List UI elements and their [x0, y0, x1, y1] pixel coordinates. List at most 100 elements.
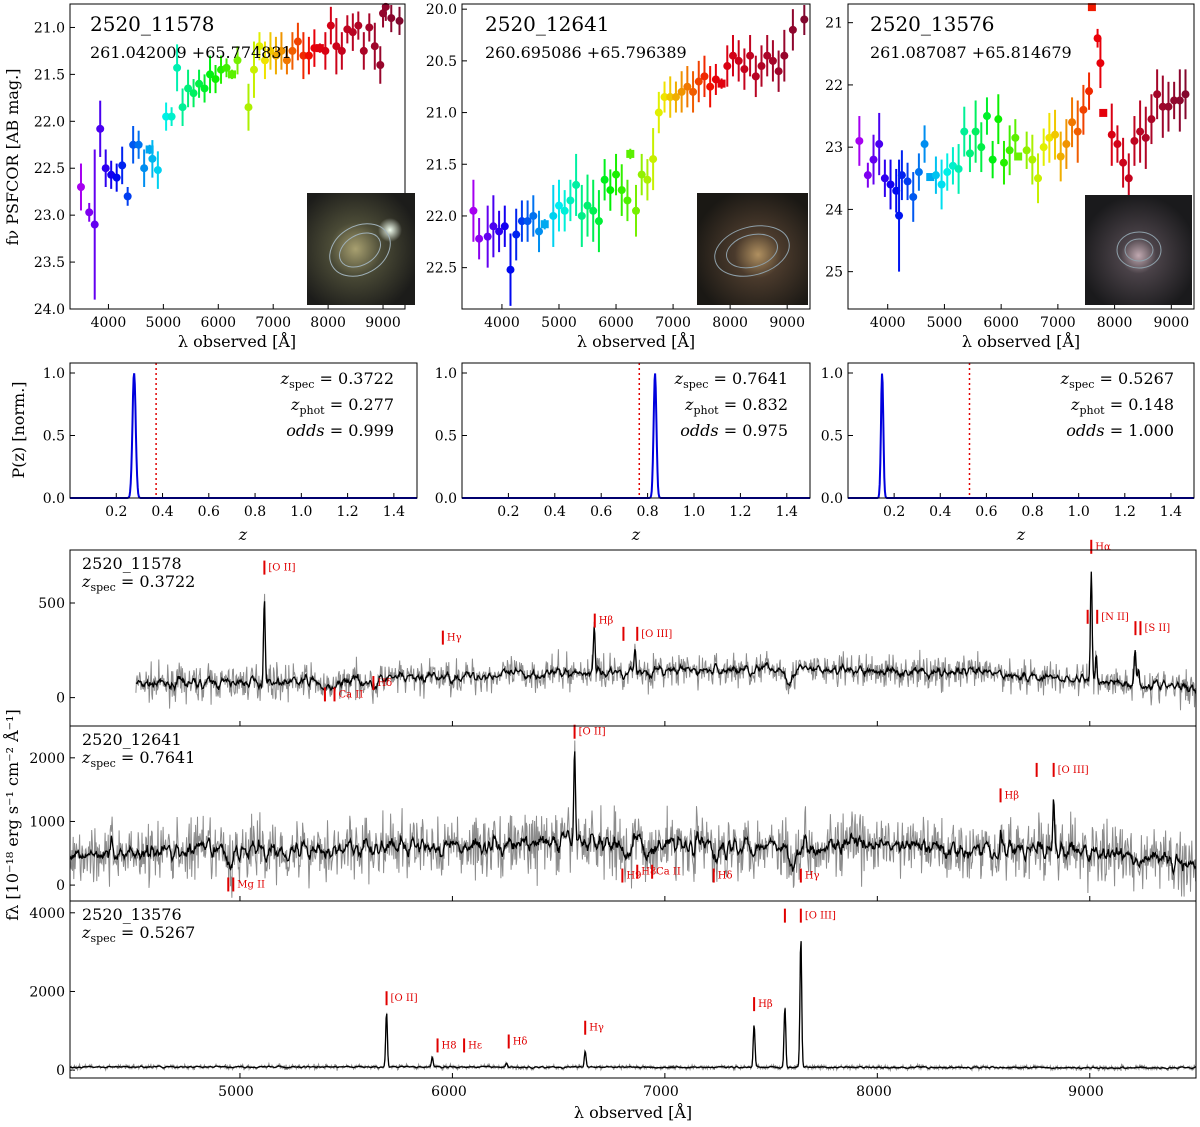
sed-1-id: 2520_11578 — [90, 12, 215, 36]
pz-3-xtick-label: 1.2 — [1114, 504, 1136, 520]
sed-1-xtick-label: 6000 — [200, 315, 236, 331]
sed-panel-2: 4000 5000 6000 7000 8000 9000 20.0 20.5 21.0 21.5… — [426, 2, 811, 351]
pz-3-ytick-label: 0.0 — [821, 491, 843, 507]
sed-point — [734, 56, 743, 65]
sed-point — [506, 265, 515, 274]
sed-point — [167, 112, 176, 121]
spec-2-raw-flux — [69, 740, 1197, 898]
spec-y-label: fλ [10⁻¹⁸ erg s⁻¹ cm⁻² Å⁻¹] — [2, 709, 22, 920]
sed-point — [337, 46, 346, 55]
pz-2-ytick-label: 0.0 — [435, 491, 457, 507]
sed-point — [1119, 158, 1128, 167]
pz-1-ytick-label: 0.5 — [43, 429, 65, 445]
sed-point — [189, 89, 198, 98]
spec-xtick-label: 7000 — [643, 1084, 679, 1100]
pz-3-xtick-label: 1.4 — [1160, 504, 1182, 520]
sed-point — [222, 63, 231, 72]
sed-point — [1147, 115, 1156, 124]
spec-1-ytick-label: 0 — [56, 691, 65, 707]
pz-2-zphot-value: 0.832 — [742, 395, 788, 414]
sed-point — [612, 170, 621, 179]
sed-2-xtick-label: 8000 — [712, 315, 748, 331]
spec-line-label: Hβ — [758, 999, 773, 1010]
sed-point — [660, 93, 669, 102]
spec-line-label: [O II] — [579, 727, 606, 738]
sed-point — [1107, 130, 1116, 139]
sed-point — [909, 192, 918, 201]
sed-point — [517, 217, 526, 226]
sed-3-xlabel: λ observed [Å] — [962, 331, 1080, 351]
sed-point — [623, 196, 632, 205]
pz-1-zphot: zphot = 0.277 — [290, 395, 394, 417]
sed-point — [914, 168, 923, 177]
spec-3-zspec-value: 0.5267 — [139, 923, 195, 942]
sed-synthetic-point — [540, 220, 549, 229]
sed-point — [1085, 87, 1094, 96]
sed-point — [1130, 136, 1139, 145]
spec-2-ytick-label: 2000 — [29, 751, 65, 767]
sed-point — [332, 42, 341, 51]
spec-line-label: Hγ — [805, 871, 820, 882]
sed-1-xtick-label: 5000 — [146, 315, 182, 331]
sed-point — [282, 56, 291, 65]
pz-1-xtick-label: 0.8 — [244, 504, 266, 520]
sed-point — [359, 46, 368, 55]
sed-point — [1164, 102, 1173, 111]
sed-point — [897, 171, 906, 180]
spec-3-ytick-label: 0 — [56, 1063, 65, 1079]
spectrum-x-ticks: 5000 6000 7000 8000 9000 — [218, 1084, 1104, 1100]
sed-point — [780, 51, 789, 60]
sed-point — [1141, 133, 1150, 142]
sed-point — [500, 222, 509, 231]
pz-1-zphot-value: 0.277 — [348, 395, 394, 414]
pz-3-xtick-label: 0.4 — [929, 504, 951, 520]
sed-2-xlabel: λ observed [Å] — [577, 331, 695, 351]
spec-3-axes — [69, 900, 1197, 1079]
pz-2-zspec-value: 0.7641 — [732, 369, 788, 388]
spectrum-panel-3: 0 2000 4000 [O II] H8 Hε Hδ Hγ Hβ [O III] 2520_13… — [29, 900, 1197, 1079]
sed-point — [153, 166, 162, 175]
sed-point — [148, 154, 157, 163]
sed-point — [260, 56, 269, 65]
sed-point — [1175, 96, 1184, 105]
sed-3-xtick-label: 6000 — [983, 315, 1019, 331]
pz-2-ytick-label: 0.5 — [435, 429, 457, 445]
sed-point — [1124, 174, 1133, 183]
sed-point — [90, 220, 99, 229]
sed-point — [654, 108, 663, 117]
sed-point — [277, 46, 286, 55]
sed-point — [706, 82, 715, 91]
spec-line-label: H8 — [442, 1040, 457, 1051]
sed-point — [178, 103, 187, 112]
spec-line-label: Hγ — [589, 1023, 604, 1034]
sed-point — [1022, 146, 1031, 155]
sed-point — [184, 84, 193, 93]
sed-2-xtick-label: 5000 — [541, 315, 577, 331]
sed-point — [875, 140, 884, 149]
sed-point — [1056, 152, 1065, 161]
sed-point — [943, 168, 952, 177]
pz-2-xtick-label: 1.0 — [683, 504, 705, 520]
sed-2-ytick-label: 20.0 — [426, 2, 457, 18]
sed-point — [740, 65, 749, 74]
sed-point — [266, 46, 275, 55]
sed-point — [589, 206, 598, 215]
sed-1-ytick-label: 23.5 — [34, 255, 65, 271]
sed-point — [85, 208, 94, 217]
sed-3-xtick-label: 7000 — [1040, 315, 1076, 331]
sed-point — [1011, 133, 1020, 142]
pz-1-zspec: zspec = 0.3722 — [280, 369, 394, 391]
sed-synthetic-point — [228, 70, 237, 79]
sed-point — [523, 217, 532, 226]
sed-panel-3: 4000 5000 6000 7000 8000 9000 21 22 23 24 25 2520_… — [825, 3, 1195, 351]
pz-y-label: P(z) [norm.] — [9, 381, 28, 478]
pz-3-xtick-label: 1.0 — [1068, 504, 1090, 520]
spec-1-zspec: zspec = 0.3722 — [81, 572, 195, 594]
sed-3-xtick-label: 8000 — [1097, 315, 1133, 331]
spec-line-label: Hδ — [513, 1037, 528, 1048]
pz-2-xtick-label: 0.4 — [544, 504, 566, 520]
sed-synthetic-point — [1087, 3, 1096, 12]
pz-1-xtick-label: 1.2 — [336, 504, 358, 520]
sed-point — [1153, 90, 1162, 99]
